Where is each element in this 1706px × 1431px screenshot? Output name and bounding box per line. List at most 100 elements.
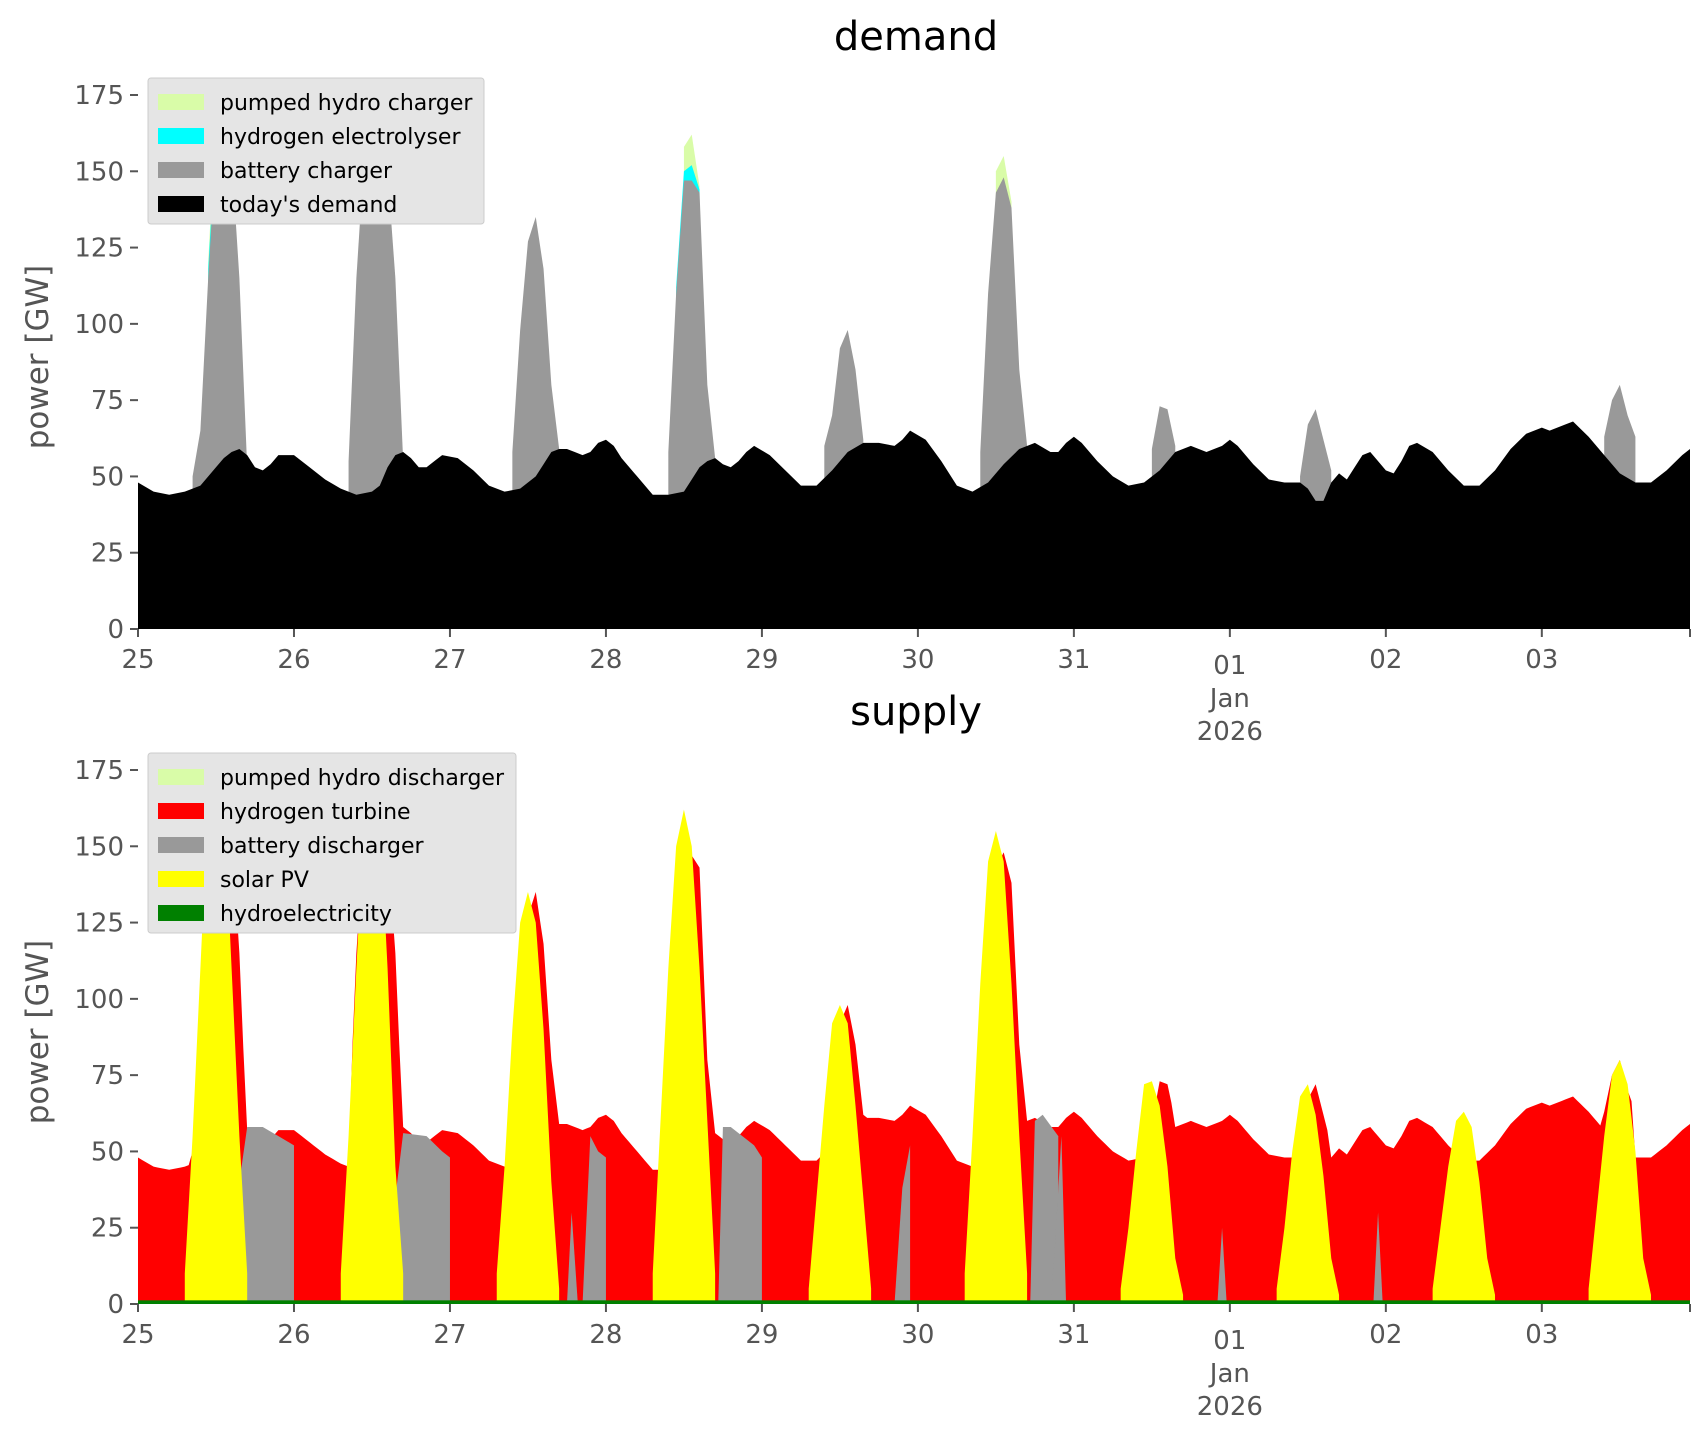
legend-box — [147, 77, 485, 225]
x-tick-label: 2026 — [1197, 717, 1263, 747]
x-tick-label: 27 — [433, 1320, 466, 1350]
y-tick-label: 25 — [91, 539, 124, 569]
battery-charger-area — [348, 156, 404, 507]
battery-discharger-area — [582, 1136, 606, 1304]
legend-label: hydrogen electrolyser — [220, 125, 461, 150]
y-tick-label: 100 — [74, 985, 124, 1015]
y-tick-label: 125 — [74, 234, 124, 264]
x-tick-label: 03 — [1525, 645, 1558, 675]
battery-charger-area — [512, 217, 560, 507]
x-tick-label: 30 — [901, 645, 934, 675]
y-tick-label: 175 — [74, 756, 124, 786]
battery-discharger-area — [718, 1127, 762, 1304]
battery-discharger-area — [1373, 1212, 1383, 1304]
todays-demand-area — [138, 421, 1690, 629]
x-tick-label: 29 — [745, 1320, 778, 1350]
battery-charger-area — [1300, 409, 1332, 507]
x-tick-label: 27 — [433, 645, 466, 675]
supply-y-axis-label: power [GW] — [20, 940, 56, 1125]
solar-pv-area — [808, 1004, 872, 1304]
legend-label: battery discharger — [220, 834, 425, 859]
x-tick-label: 26 — [277, 1320, 310, 1350]
x-tick-label: 28 — [589, 1320, 622, 1350]
y-tick-label: 150 — [74, 832, 124, 862]
y-tick-label: 0 — [107, 615, 124, 645]
legend-swatch — [158, 196, 204, 212]
legend-swatch — [158, 769, 204, 785]
solar-pv-area — [652, 809, 716, 1304]
battery-discharger-area — [390, 1133, 450, 1304]
legend-box — [147, 752, 517, 934]
y-tick-label: 100 — [74, 310, 124, 340]
y-tick-label: 25 — [91, 1214, 124, 1244]
x-tick-label: 01 — [1213, 1326, 1246, 1356]
legend-swatch — [158, 905, 204, 921]
battery-charger-area — [980, 177, 1028, 507]
x-tick-label: 30 — [901, 1320, 934, 1350]
solar-pv-area — [340, 800, 404, 1304]
y-tick-label: 50 — [91, 462, 124, 492]
x-tick-label: Jan — [1208, 1359, 1250, 1389]
battery-discharger-area — [894, 1145, 911, 1304]
battery-discharger-area — [234, 1127, 294, 1304]
battery-charger-area — [668, 180, 716, 507]
battery-discharger-area — [1030, 1114, 1059, 1304]
solar-pv-area — [184, 770, 248, 1304]
supply-legend: pumped hydro discharger hydrogen turbine b… — [147, 752, 517, 934]
legend-label: pumped hydro charger — [220, 91, 473, 116]
legend-swatch — [158, 803, 204, 819]
x-tick-label: 01 — [1213, 651, 1246, 681]
solar-pv-area — [1588, 1059, 1652, 1304]
legend-swatch — [158, 871, 204, 887]
solar-pv-area — [1432, 1111, 1496, 1304]
supply-chart-title: supply — [850, 689, 982, 735]
demand-y-axis-label: power [GW] — [20, 265, 56, 450]
battery-discharger-area — [566, 1212, 578, 1304]
x-tick-label: 28 — [589, 645, 622, 675]
legend-label: battery charger — [220, 159, 393, 184]
x-tick-label: 31 — [1057, 645, 1090, 675]
y-tick-label: 125 — [74, 909, 124, 939]
solar-pv-area — [964, 831, 1028, 1304]
x-tick-label: 03 — [1525, 1320, 1558, 1350]
legend-swatch — [158, 128, 204, 144]
x-tick-label: 29 — [745, 645, 778, 675]
x-tick-label: 02 — [1369, 1320, 1402, 1350]
y-tick-label: 50 — [91, 1137, 124, 1167]
supply-plot-area — [138, 770, 1690, 1304]
y-tick-label: 150 — [74, 157, 124, 187]
solar-pv-area — [1120, 1081, 1184, 1304]
hydroelectricity-area — [138, 1300, 1690, 1304]
y-tick-label: 0 — [107, 1290, 124, 1320]
y-tick-label: 75 — [91, 386, 124, 416]
legend-label: hydroelectricity — [220, 902, 392, 927]
battery-charger-area — [192, 146, 248, 507]
x-tick-label: 26 — [277, 645, 310, 675]
demand-legend: pumped hydro charger hydrogen electrolyse… — [147, 77, 485, 225]
x-tick-label: 25 — [121, 645, 154, 675]
legend-label: pumped hydro discharger — [220, 766, 505, 791]
x-tick-label: 25 — [121, 1320, 154, 1350]
solar-pv-area — [1276, 1084, 1340, 1304]
solar-pv-area — [496, 892, 560, 1304]
battery-discharger-area — [1217, 1227, 1227, 1304]
y-tick-label: 75 — [91, 1061, 124, 1091]
legend-swatch — [158, 94, 204, 110]
x-tick-label: Jan — [1208, 684, 1250, 714]
y-tick-label: 175 — [74, 81, 124, 111]
x-tick-label: 2026 — [1197, 1392, 1263, 1422]
demand-plot-area — [138, 110, 1690, 629]
legend-label: today's demand — [220, 193, 397, 218]
x-tick-label: 02 — [1369, 645, 1402, 675]
legend-label: hydrogen turbine — [220, 800, 411, 825]
legend-label: solar PV — [220, 868, 309, 893]
legend-swatch — [158, 162, 204, 178]
x-tick-label: 31 — [1057, 1320, 1090, 1350]
battery-discharger-area — [1050, 1136, 1067, 1304]
legend-swatch — [158, 837, 204, 853]
